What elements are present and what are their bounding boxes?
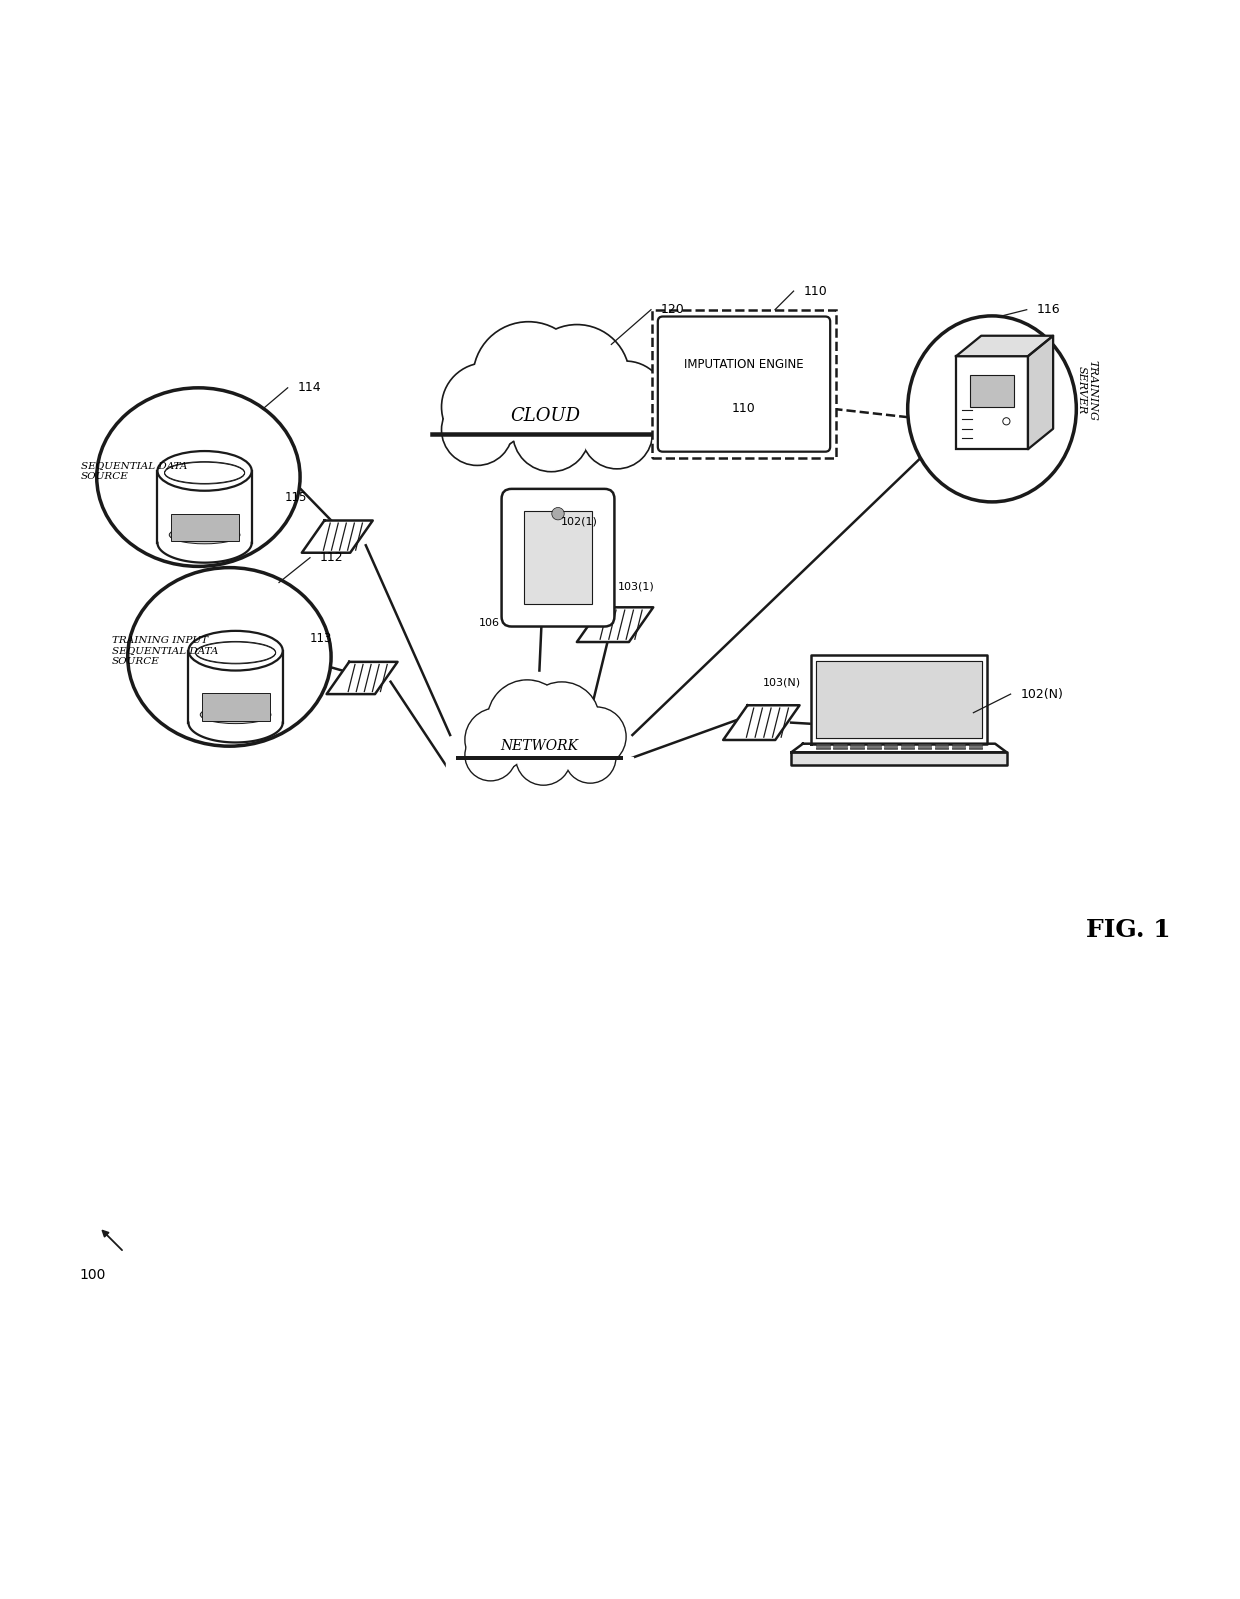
Circle shape	[585, 363, 666, 443]
Circle shape	[466, 731, 515, 780]
Text: SEQUENTIAL DATA
SOURCE: SEQUENTIAL DATA SOURCE	[81, 461, 187, 481]
Circle shape	[443, 365, 528, 449]
Ellipse shape	[489, 715, 595, 764]
Ellipse shape	[201, 705, 270, 724]
Ellipse shape	[157, 451, 252, 491]
Text: FIG. 1: FIG. 1	[1086, 918, 1171, 942]
Text: 103(1): 103(1)	[618, 580, 655, 592]
Circle shape	[443, 395, 511, 464]
Ellipse shape	[97, 389, 300, 566]
Ellipse shape	[486, 712, 598, 768]
Text: 102(1): 102(1)	[560, 516, 598, 526]
Polygon shape	[791, 744, 1007, 752]
Circle shape	[568, 708, 625, 766]
Circle shape	[526, 326, 629, 429]
Bar	[956, 357, 1028, 449]
Polygon shape	[326, 662, 398, 694]
FancyBboxPatch shape	[501, 489, 615, 627]
Polygon shape	[816, 660, 982, 739]
Circle shape	[552, 507, 564, 520]
Circle shape	[466, 731, 515, 779]
Circle shape	[568, 708, 625, 764]
Text: 102(N): 102(N)	[1021, 688, 1064, 700]
Circle shape	[515, 397, 588, 470]
Text: 103(N): 103(N)	[763, 678, 801, 688]
Polygon shape	[723, 705, 800, 740]
Text: 100: 100	[79, 1268, 107, 1282]
Circle shape	[515, 397, 588, 470]
FancyBboxPatch shape	[657, 317, 831, 451]
Text: 112: 112	[320, 552, 343, 564]
Circle shape	[517, 731, 570, 784]
Ellipse shape	[474, 369, 624, 445]
Circle shape	[517, 731, 570, 784]
Bar	[157, 470, 252, 542]
FancyBboxPatch shape	[652, 310, 836, 457]
Bar	[971, 374, 1013, 408]
Text: 116: 116	[1037, 304, 1060, 317]
Polygon shape	[301, 521, 373, 553]
Ellipse shape	[169, 526, 241, 544]
Polygon shape	[1028, 336, 1053, 449]
Ellipse shape	[188, 632, 283, 670]
Circle shape	[443, 365, 528, 449]
Circle shape	[443, 395, 511, 464]
Bar	[202, 694, 269, 721]
Circle shape	[583, 400, 651, 467]
Bar	[414, 433, 677, 478]
Circle shape	[466, 710, 527, 771]
Polygon shape	[577, 608, 653, 643]
Text: CLOUD: CLOUD	[511, 408, 580, 425]
Circle shape	[489, 681, 565, 758]
Circle shape	[466, 710, 527, 771]
Ellipse shape	[908, 317, 1076, 502]
Bar	[188, 651, 283, 723]
Text: 106: 106	[479, 619, 500, 628]
Text: NETWORK: NETWORK	[501, 739, 578, 753]
Bar	[171, 513, 238, 540]
Text: 110: 110	[804, 285, 827, 297]
Circle shape	[489, 681, 565, 758]
Text: 115: 115	[285, 491, 308, 504]
Text: 114: 114	[298, 381, 321, 395]
Text: TRAINING
SERVER: TRAINING SERVER	[1076, 360, 1097, 421]
Circle shape	[475, 323, 583, 432]
Polygon shape	[811, 656, 987, 744]
Circle shape	[526, 683, 599, 756]
Bar	[446, 758, 632, 788]
Text: IMPUTATION ENGINE: IMPUTATION ENGINE	[684, 358, 804, 371]
Text: 120: 120	[661, 304, 684, 317]
Circle shape	[565, 732, 615, 782]
Bar	[525, 512, 593, 604]
Circle shape	[475, 323, 583, 432]
Circle shape	[526, 683, 598, 756]
Ellipse shape	[470, 366, 627, 448]
Text: TRAINING INPUT
SEQUENTIAL DATA
SOURCE: TRAINING INPUT SEQUENTIAL DATA SOURCE	[112, 636, 218, 665]
Circle shape	[583, 400, 651, 467]
Circle shape	[585, 363, 666, 443]
Polygon shape	[791, 752, 1007, 764]
Text: 110: 110	[732, 403, 756, 416]
Text: 113: 113	[310, 632, 332, 644]
Circle shape	[526, 326, 629, 429]
Circle shape	[1003, 417, 1011, 425]
Circle shape	[565, 732, 615, 782]
Polygon shape	[956, 336, 1053, 357]
Ellipse shape	[128, 568, 331, 747]
